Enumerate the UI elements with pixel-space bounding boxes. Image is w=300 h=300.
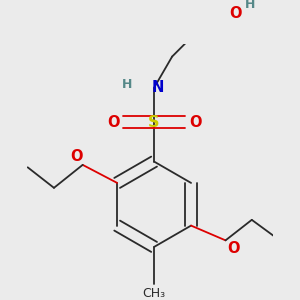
Text: O: O xyxy=(229,6,242,21)
Text: H: H xyxy=(245,0,255,11)
Text: O: O xyxy=(107,115,119,130)
Text: O: O xyxy=(70,149,83,164)
Text: CH₃: CH₃ xyxy=(142,287,166,300)
Text: H: H xyxy=(122,78,132,91)
Text: O: O xyxy=(227,241,240,256)
Text: O: O xyxy=(189,115,201,130)
Text: S: S xyxy=(148,115,160,130)
Text: N: N xyxy=(151,80,164,95)
